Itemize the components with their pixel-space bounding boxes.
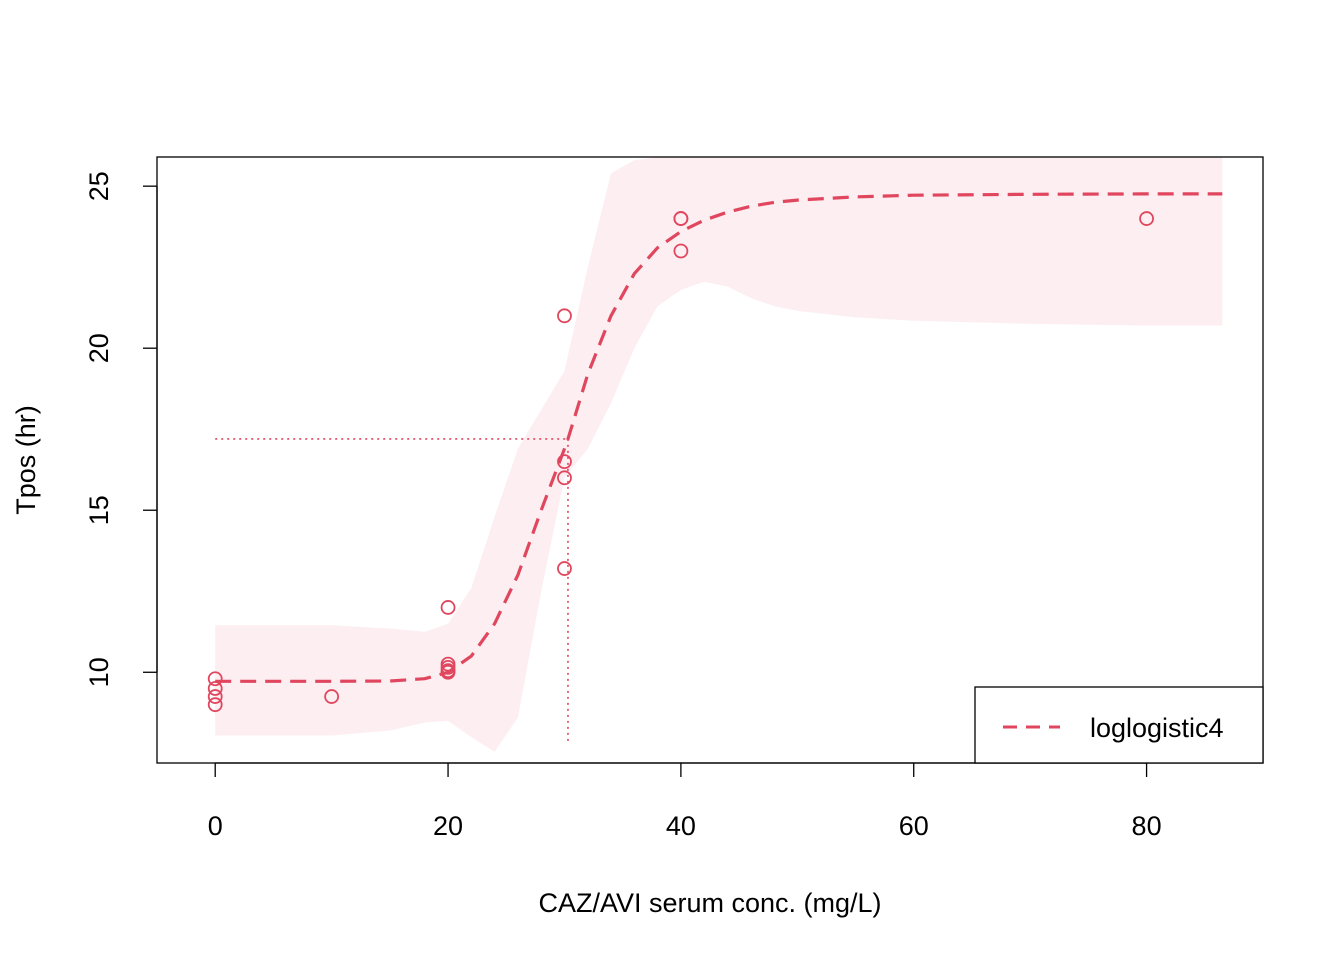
y-tick-label: 25 bbox=[84, 171, 114, 201]
legend-box bbox=[974, 686, 1264, 764]
x-axis: 0 20 40 60 80 bbox=[208, 762, 1162, 841]
y-tick-label: 15 bbox=[84, 495, 114, 525]
confidence-band-layer bbox=[215, 157, 1223, 752]
data-points-layer bbox=[207, 211, 1154, 713]
y-axis-title: Tpos (hr) bbox=[11, 405, 41, 515]
legend-label: loglogistic4 bbox=[1090, 713, 1224, 743]
x-tick-label: 0 bbox=[208, 811, 223, 841]
reference-lines-layer bbox=[215, 438, 569, 742]
legend: loglogistic4 bbox=[974, 686, 1264, 764]
y-tick-label: 20 bbox=[84, 333, 114, 363]
data-point bbox=[557, 470, 572, 486]
data-point bbox=[557, 308, 572, 324]
y-tick-label: 10 bbox=[84, 657, 114, 687]
data-point bbox=[207, 697, 223, 713]
data-point bbox=[440, 664, 456, 680]
data-point bbox=[557, 561, 572, 576]
data-point bbox=[673, 211, 689, 226]
data-point bbox=[324, 689, 340, 704]
y-axis: 10 15 20 25 bbox=[84, 171, 158, 687]
confidence-band bbox=[215, 157, 1223, 752]
x-tick-label: 20 bbox=[433, 811, 463, 841]
data-point bbox=[440, 600, 456, 615]
x-tick-label: 60 bbox=[899, 811, 929, 841]
fit-curve-layer bbox=[215, 192, 1223, 683]
data-point bbox=[557, 454, 572, 470]
x-tick-label: 80 bbox=[1132, 811, 1162, 841]
x-tick-label: 40 bbox=[666, 811, 696, 841]
data-point bbox=[1139, 211, 1154, 226]
data-point bbox=[207, 671, 223, 687]
data-point bbox=[207, 681, 223, 696]
data-point bbox=[673, 243, 689, 259]
x-axis-title: CAZ/AVI serum conc. (mg/L) bbox=[538, 888, 881, 918]
data-point bbox=[207, 689, 223, 704]
fit-curve-loglogistic4 bbox=[215, 192, 1223, 683]
